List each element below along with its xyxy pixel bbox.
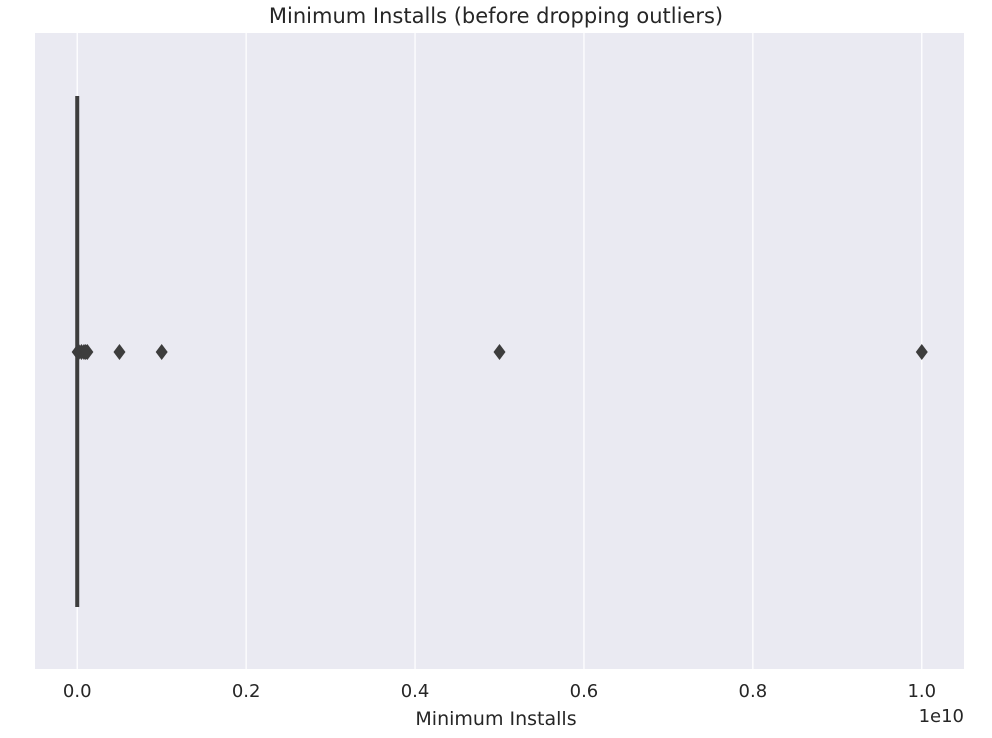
x-tick-label-5: 1.0	[907, 681, 936, 702]
outlier-points	[71, 344, 928, 360]
outlier-point-9	[493, 344, 506, 360]
x-tick-label-2: 0.4	[401, 681, 430, 702]
chart-title: Minimum Installs (before dropping outlie…	[268, 4, 724, 28]
x-tick-label-0: 0.0	[63, 681, 92, 702]
outlier-point-10	[915, 344, 928, 360]
x-tick-label-4: 0.8	[739, 681, 768, 702]
x-axis-label: Minimum Installs	[415, 708, 577, 730]
x-tick-label-3: 0.6	[570, 681, 599, 702]
outlier-point-8	[155, 344, 168, 360]
outlier-point-7	[113, 344, 126, 360]
x-axis-offset-text: 1e10	[918, 706, 964, 727]
outlier-point-6	[81, 344, 94, 360]
x-tick-label-1: 0.2	[232, 681, 261, 702]
x-tick-labels: 0.0 0.2 0.4 0.6 0.8 1.0	[63, 681, 936, 702]
